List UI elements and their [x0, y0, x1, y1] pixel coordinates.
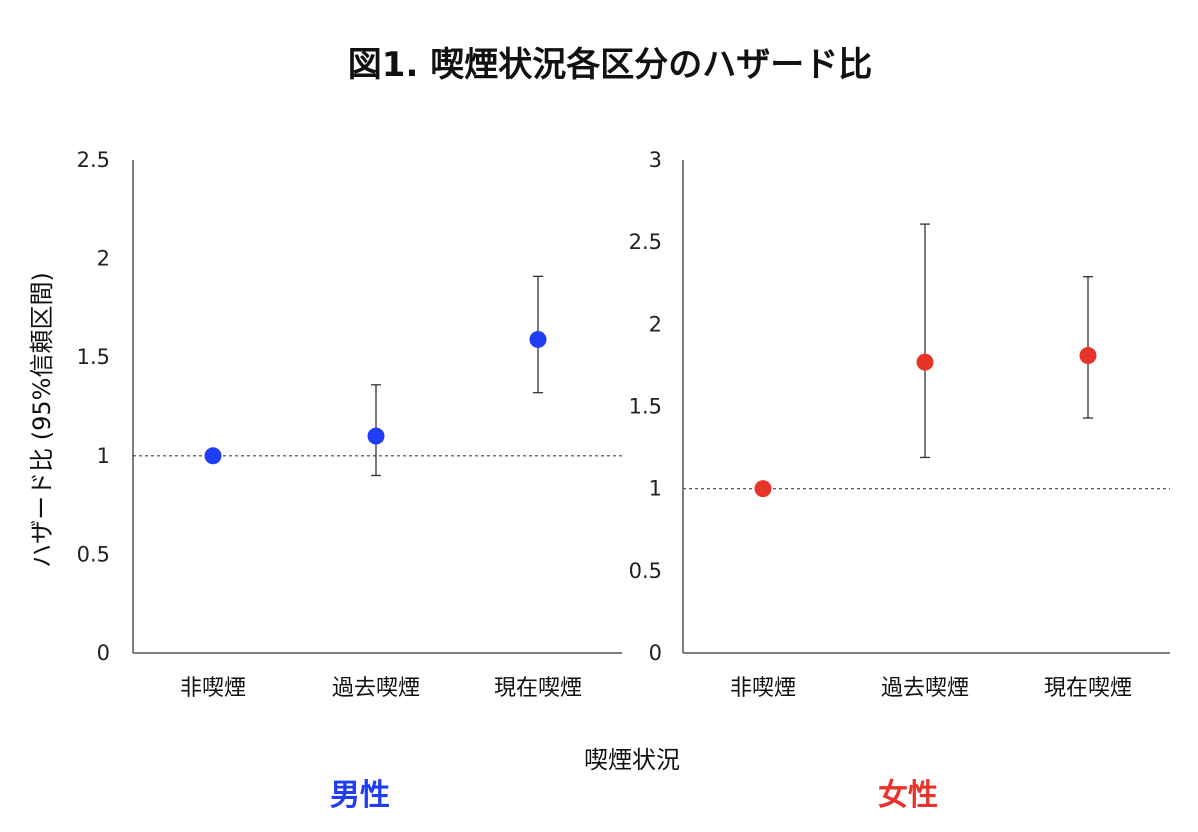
- category-label: 非喫煙: [730, 676, 796, 701]
- panel-label: 女性: [878, 778, 938, 813]
- category-label: 現在喫煙: [494, 676, 582, 701]
- panel-label: 男性: [330, 778, 390, 813]
- category-label: 過去喫煙: [332, 676, 420, 701]
- data-point: [367, 427, 385, 445]
- data-point: [529, 330, 547, 348]
- y-tick-label: 2: [649, 312, 662, 336]
- y-tick-label: 1.5: [77, 345, 110, 369]
- x-axis-label: 喫煙状況: [584, 746, 680, 774]
- data-point: [754, 480, 772, 498]
- y-tick-label: 1: [649, 477, 662, 501]
- category-label: 現在喫煙: [1044, 676, 1132, 701]
- y-tick-label: 0.5: [77, 542, 110, 566]
- category-label: 過去喫煙: [881, 676, 969, 701]
- y-tick-label: 2.5: [77, 148, 110, 172]
- y-tick-label: 3: [649, 148, 662, 172]
- category-label: 非喫煙: [180, 676, 246, 701]
- y-tick-label: 0.5: [629, 559, 662, 583]
- figure-title: 図1. 喫煙状況各区分のハザード比: [348, 45, 872, 85]
- data-point: [1079, 347, 1097, 365]
- y-tick-label: 1.5: [629, 395, 662, 419]
- y-tick-label: 0: [649, 641, 662, 665]
- y-axis-label: ハザード比 (95%信頼区間): [28, 272, 56, 568]
- y-tick-label: 0: [97, 641, 110, 665]
- y-tick-label: 2.5: [629, 230, 662, 254]
- data-point: [204, 447, 222, 465]
- y-tick-label: 1: [97, 444, 110, 468]
- data-point: [916, 353, 934, 371]
- y-tick-label: 2: [97, 247, 110, 271]
